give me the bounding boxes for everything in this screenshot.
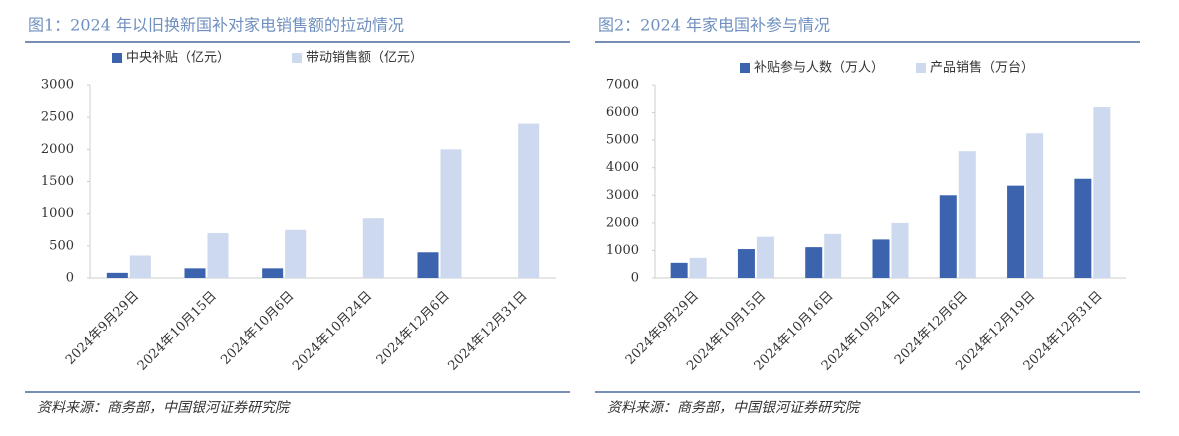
y-tick-label: 1000 — [41, 206, 74, 221]
bar — [1074, 178, 1092, 278]
x-tick-label: 2024年9月29日 — [63, 289, 142, 368]
legend-label: 补贴参与人数（万人） — [754, 60, 884, 76]
y-tick-label: 6000 — [606, 105, 639, 120]
y-tick-label: 0 — [631, 271, 639, 286]
legend-label: 中央补贴（亿元） — [126, 51, 230, 66]
legend-swatch — [740, 63, 750, 73]
legend-swatch — [292, 53, 302, 63]
y-tick-label: 2000 — [606, 215, 639, 230]
x-tick-label: 2024年10月6日 — [218, 289, 297, 368]
bar — [518, 123, 540, 278]
y-tick-label: 500 — [49, 238, 74, 253]
y-tick-label: 7000 — [606, 78, 639, 93]
x-tick-label: 2024年10月15日 — [135, 289, 220, 374]
bar — [891, 222, 909, 278]
legend-label: 带动销售额（亿元） — [306, 50, 423, 66]
bar — [285, 229, 307, 278]
bar — [207, 232, 229, 278]
y-tick-label: 4000 — [606, 160, 639, 175]
bar — [805, 247, 823, 278]
bar — [129, 255, 151, 278]
y-tick-label: 5000 — [606, 133, 639, 148]
bar — [1093, 107, 1111, 278]
y-tick-label: 0 — [66, 271, 74, 286]
y-tick-label: 3000 — [41, 78, 74, 93]
chart-title: 图1：2024 年以旧换新国补对家电销售额的拉动情况 — [28, 16, 404, 35]
bar — [939, 195, 957, 278]
legend-swatch — [916, 63, 926, 73]
x-tick-label: 2024年12月31日 — [445, 289, 530, 374]
y-tick-label: 1500 — [41, 174, 74, 189]
bar — [417, 252, 439, 278]
bar — [1007, 185, 1025, 278]
bar — [262, 268, 284, 278]
bar — [440, 149, 462, 278]
source-note: 资料来源：商务部，中国银河证券研究院 — [607, 400, 861, 416]
bar — [362, 218, 384, 278]
legend-swatch — [112, 53, 122, 63]
bar — [756, 236, 774, 278]
bar — [689, 257, 707, 278]
bar — [824, 233, 842, 278]
bar — [737, 249, 755, 278]
y-tick-label: 3000 — [606, 188, 639, 203]
bar — [872, 239, 890, 278]
bar — [670, 262, 688, 278]
bar — [958, 151, 976, 278]
bar — [1026, 133, 1044, 278]
chart-title: 图2：2024 年家电国补参与情况 — [598, 16, 830, 35]
x-tick-label: 2024年10月24日 — [290, 289, 375, 374]
legend-label: 产品销售（万台） — [930, 60, 1034, 76]
bar — [106, 272, 128, 278]
source-note: 资料来源：商务部，中国银河证券研究院 — [37, 400, 291, 416]
bar — [184, 268, 206, 278]
x-tick-label: 2024年12月6日 — [374, 289, 453, 368]
y-tick-label: 2000 — [41, 142, 74, 157]
y-tick-label: 2500 — [41, 110, 74, 125]
y-tick-label: 1000 — [606, 243, 639, 258]
